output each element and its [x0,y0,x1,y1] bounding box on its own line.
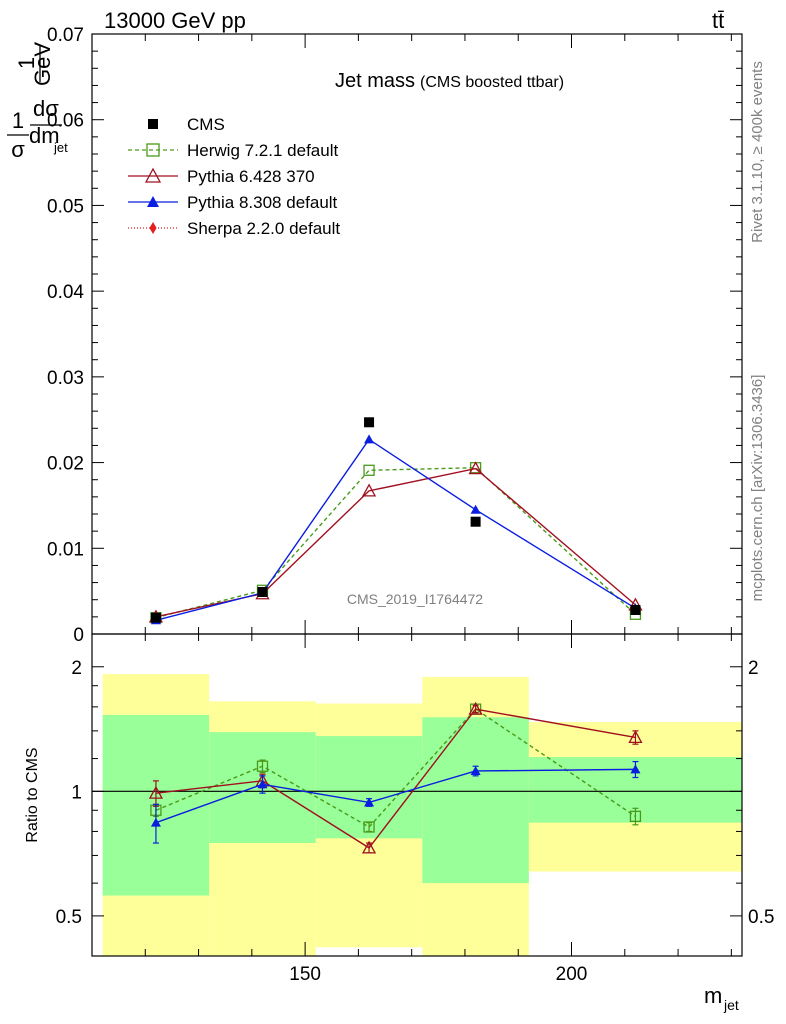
svg-text:1: 1 [12,108,24,133]
ratio-ytick-label-left-1: 1 [71,782,82,803]
chart-subtitle: (CMS boosted ttbar) [420,74,564,91]
ratio-ytick-label-left-0: 0.5 [56,907,82,928]
xtick-label-0: 150 [289,964,321,985]
main-ytick-label-7: 0.07 [47,25,84,46]
svg-text:1: 1 [14,57,39,69]
legend-marker-4 [149,222,157,234]
legend-label-3: Pythia 8.308 default [187,193,338,212]
svg-text:dm: dm [29,123,60,148]
xtick-label-1: 200 [556,964,588,985]
legend-marker-1 [146,143,160,157]
main-ytick-label-5: 0.05 [47,196,84,217]
svg-text:jet: jet [723,997,739,1013]
main-line-series-0 [155,467,636,619]
ratio-point-series-1-2 [361,840,377,854]
ratio-point-series-1-3 [468,701,483,715]
energy-label: 13000 GeV pp [104,8,246,33]
ratio-point-series-1-4 [628,730,643,744]
svg-text:σ: σ [11,137,25,162]
rivet-label: Rivet 3.1.10, ≥ 400k events [749,61,766,243]
main-ytick-label-1: 0.01 [47,539,84,560]
ratio-ytick-label-right-0: 0.5 [748,907,774,928]
main-point-series-1-2 [361,483,377,497]
process-label: tt̄ [712,8,724,33]
data-point-2 [364,417,375,428]
ratio-point-series-1-0 [148,785,164,799]
main-ytick-label-6: 0.06 [47,111,84,132]
legend-marker-2 [144,167,162,183]
legend-label-4: Sherpa 2.2.0 default [187,219,340,238]
ratio-point-series-2-2 [364,797,375,807]
ratio-plot-frame [91,633,743,957]
svg-text:dσ: dσ [33,96,59,121]
svg-text:GeV: GeV [30,42,55,86]
svg-text:m: m [704,983,722,1008]
chart-title: Jet mass [335,70,415,92]
mcplots-label: mcplots.cern.ch [arXiv:1306.3436] [749,375,766,602]
ratio-point-series-2-3 [470,765,481,775]
main-point-series-2-2 [364,434,375,444]
ratio-point-series-2-0 [150,817,161,827]
ratio-band-green-3 [422,717,529,884]
svg-text:jet: jet [53,140,68,155]
main-point-series-0-2 [363,464,375,476]
ratio-ytick-label-right-2: 2 [748,658,759,679]
ratio-point-series-0-4 [629,810,642,823]
main-ytick-label-2: 0.02 [47,454,84,475]
main-point-series-1-3 [468,461,483,475]
ratio-axis-label: Ratio to CMS [24,747,41,842]
main-point-series-2-3 [470,504,481,514]
data-point-1 [257,587,268,597]
analysis-watermark: CMS_2019_I1764472 [347,591,483,607]
legend-marker-0 [148,119,158,129]
ratio-point-series-0-2 [363,821,375,833]
legend-label-0: CMS [187,115,225,134]
data-point-0 [150,612,161,623]
legend-label-2: Pythia 6.428 370 [187,167,315,186]
legend-label-1: Herwig 7.2.1 default [187,141,338,160]
main-ytick-label-4: 0.04 [47,282,84,303]
ratio-band-green-2 [315,736,423,839]
data-point-3 [470,516,481,527]
data-point-4 [630,605,641,615]
ratio-point-series-2-4 [630,764,641,774]
ratio-point-series-2-1 [257,779,268,789]
legend-marker-3 [147,196,159,207]
y-axis-label-main: 1 σ dσ dm jet 1 GeV [7,42,68,162]
main-ytick-label-3: 0.03 [47,368,84,389]
ratio-ytick-label-left-2: 2 [71,658,82,679]
x-axis-label: m jet [704,983,739,1013]
ratio-point-series-0-1 [256,760,269,772]
main-ytick-label-0: 0 [73,625,84,646]
legend: CMS Herwig 7.2.1 default Pythia 6.428 370 P… [128,115,340,238]
